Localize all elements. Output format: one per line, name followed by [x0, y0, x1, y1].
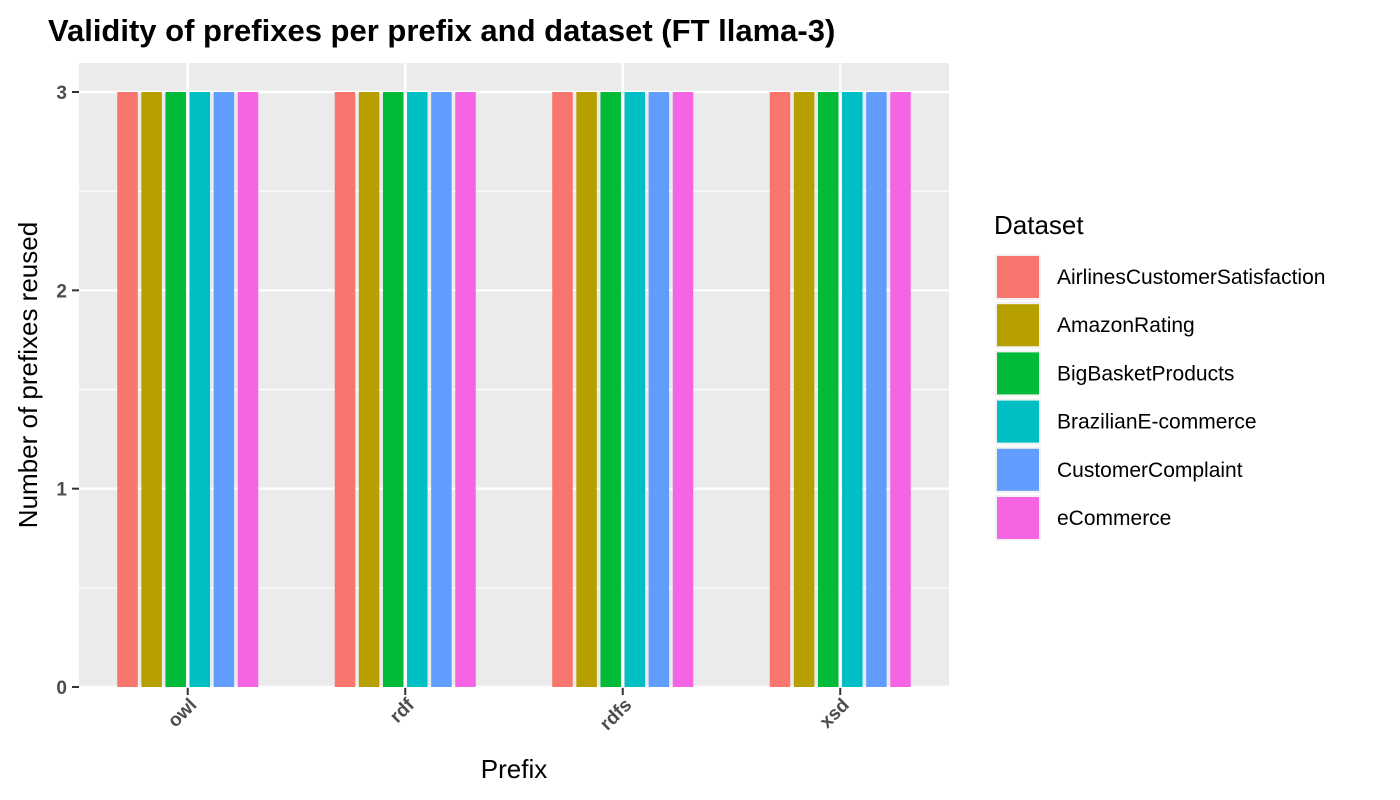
legend-label: eCommerce	[1057, 507, 1171, 530]
legend-label: AirlinesCustomerSatisfaction	[1057, 266, 1325, 289]
y-tick-label: 2	[56, 281, 67, 302]
y-axis: 0 1 2 3	[56, 83, 79, 699]
bar-rdf-CustomerComplaint	[431, 92, 452, 687]
bar-xsd-CustomerComplaint	[866, 92, 887, 687]
bars	[117, 92, 911, 687]
bar-rdfs-BigBasketProducts	[600, 92, 621, 687]
bar-xsd-BigBasketProducts	[817, 92, 839, 687]
legend-label: AmazonRating	[1057, 314, 1195, 337]
bar-owl-eCommerce	[237, 92, 259, 687]
x-axis: owl rdf rdfs xsd	[164, 688, 854, 735]
y-tick-label: 0	[56, 678, 67, 699]
bar-rdf-BrazilianE-commerce	[407, 92, 428, 687]
legend-label: BigBasketProducts	[1057, 362, 1234, 385]
bar-owl-AirlinesCustomerSatisfaction	[117, 92, 138, 687]
legend-swatch	[997, 256, 1039, 298]
legend-swatch	[997, 497, 1039, 539]
y-axis-title: Number of prefixes reused	[13, 222, 43, 528]
legend-swatch	[997, 352, 1039, 395]
legend-title: Dataset	[994, 210, 1084, 240]
y-tick-label: 1	[56, 480, 67, 501]
bar-owl-BigBasketProducts	[165, 92, 186, 687]
bar-rdf-AmazonRating	[358, 92, 380, 687]
bar-xsd-eCommerce	[890, 92, 911, 687]
legend-swatch	[997, 448, 1039, 491]
bar-xsd-AirlinesCustomerSatisfaction	[769, 92, 791, 687]
bar-rdfs-AirlinesCustomerSatisfaction	[552, 92, 573, 687]
legend-swatch	[997, 400, 1039, 443]
y-tick-label: 3	[56, 83, 67, 104]
chart-title: Validity of prefixes per prefix and data…	[48, 13, 835, 48]
bar-rdf-BigBasketProducts	[382, 92, 404, 687]
bar-owl-BrazilianE-commerce	[189, 92, 211, 687]
legend-label: BrazilianE-commerce	[1057, 411, 1257, 434]
bar-rdfs-BrazilianE-commerce	[624, 92, 646, 687]
x-axis-title: Prefix	[481, 754, 547, 784]
x-tick-label: xsd	[816, 695, 854, 733]
bar-rdf-AirlinesCustomerSatisfaction	[334, 92, 356, 687]
bar-xsd-BrazilianE-commerce	[842, 92, 863, 687]
bar-rdf-eCommerce	[455, 92, 476, 687]
x-tick-label: rdf	[386, 694, 419, 727]
bar-rdfs-CustomerComplaint	[648, 92, 670, 687]
bar-rdfs-AmazonRating	[576, 92, 597, 687]
legend: Dataset AirlinesCustomerSatisfaction Amaz…	[994, 210, 1325, 541]
legend-swatch	[997, 304, 1039, 347]
bar-owl-AmazonRating	[141, 92, 162, 687]
x-tick-label: owl	[164, 695, 201, 732]
x-tick-label: rdfs	[596, 695, 636, 735]
bar-xsd-AmazonRating	[793, 92, 815, 687]
bar-owl-CustomerComplaint	[213, 92, 235, 687]
legend-label: CustomerComplaint	[1057, 459, 1243, 482]
bar-rdfs-eCommerce	[672, 92, 694, 687]
